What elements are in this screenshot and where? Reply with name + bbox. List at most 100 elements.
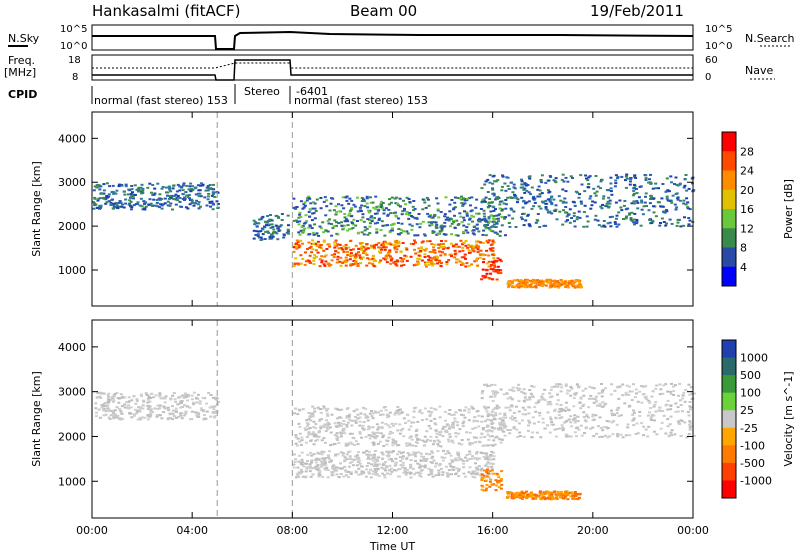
echo-cell [166,406,170,409]
echo-cell [601,197,605,200]
echo-cell [434,465,437,468]
echo-cell [537,205,541,208]
echo-cell [411,444,415,447]
echo-cell [282,233,286,236]
echo-cell [372,465,376,467]
echo-cell [467,458,471,461]
echo-cell [297,246,301,249]
echo-cell [405,196,409,199]
echo-cell [525,496,529,499]
echo-cell [604,387,608,390]
echo-cell [565,401,568,404]
echo-cell [624,186,628,189]
echo-cell [486,472,490,475]
echo-cell [527,424,530,427]
echo-cell [400,222,404,225]
echo-cell [430,451,434,454]
echo-cell [627,393,631,396]
echo-cell [467,411,471,414]
echo-cell [640,422,644,425]
cpid-segment-4: normal (fast stereo) 153 [294,94,428,107]
echo-cell [372,441,376,444]
echo-cell [588,175,592,178]
echo-cell [488,174,492,177]
echo-cell [616,386,620,389]
echo-cell [548,280,552,283]
echo-cell [386,424,390,427]
echo-cell [427,261,431,264]
echo-cell [443,410,447,413]
echo-cell [570,387,574,390]
echo-cell [311,467,315,470]
echo-cell [294,458,297,461]
echo-cell [486,473,490,476]
echo-cell [617,415,621,418]
echo-cell [270,237,274,240]
echo-cell [182,182,186,185]
echo-cell [340,221,343,224]
echo-cell [369,434,373,437]
echo-cell [640,385,643,388]
echo-cell [560,490,564,493]
echo-cell [496,214,500,217]
echo-cell [490,253,494,256]
echo-cell [335,210,339,213]
echo-cell [188,406,192,409]
echo-cell [140,192,144,195]
echo-cell [377,242,381,244]
echo-cell [318,225,322,228]
echo-cell [522,188,526,191]
echo-cell [405,442,408,445]
echo-cell [319,408,323,411]
echo-cell [584,387,588,390]
echo-cell [476,240,480,243]
echo-cell [567,435,571,438]
echo-cell [343,460,347,463]
echo-cell [160,207,164,210]
echo-cell [499,423,503,426]
echo-cell [633,223,636,226]
echo-cell [537,420,541,423]
echo-cell [132,414,136,417]
echo-cell [446,216,449,219]
echo-cell [111,184,115,187]
echo-cell [590,204,594,207]
y-tick-label: 2000 [58,220,86,233]
echo-cell [360,249,364,252]
colorbar-label: Velocity [m s^-1] [782,371,795,466]
echo-cell [523,397,527,400]
echo-cell [380,248,384,251]
echo-cell [557,414,561,417]
echo-cell [584,426,588,429]
echo-cell [576,498,580,501]
echo-cell [555,494,559,497]
echo-cell [496,179,500,182]
echo-cell [92,201,95,204]
echo-cell [438,259,441,262]
echo-cell [479,241,483,244]
echo-cell [508,225,512,228]
echo-cell [600,178,604,181]
echo-cell [184,191,188,194]
echo-cell [570,425,574,428]
echo-cell [330,259,334,262]
echo-cell [118,205,121,208]
echo-cell [268,223,272,226]
echo-cell [407,428,411,431]
echo-cell [536,213,540,215]
echo-cell [120,184,124,187]
echo-cell [327,456,330,459]
echo-cell [112,192,116,194]
echo-cell [650,196,653,199]
echo-cell [357,473,361,476]
echo-cell [463,253,467,256]
echo-cell [491,400,495,402]
echo-cell [341,452,345,455]
y-tick-label: 4000 [58,132,86,145]
echo-cell [334,466,338,469]
echo-cell [528,389,532,391]
echo-cell [389,458,393,460]
echo-cell [436,256,439,259]
nave-trace [92,62,693,69]
echo-cell [648,202,652,205]
